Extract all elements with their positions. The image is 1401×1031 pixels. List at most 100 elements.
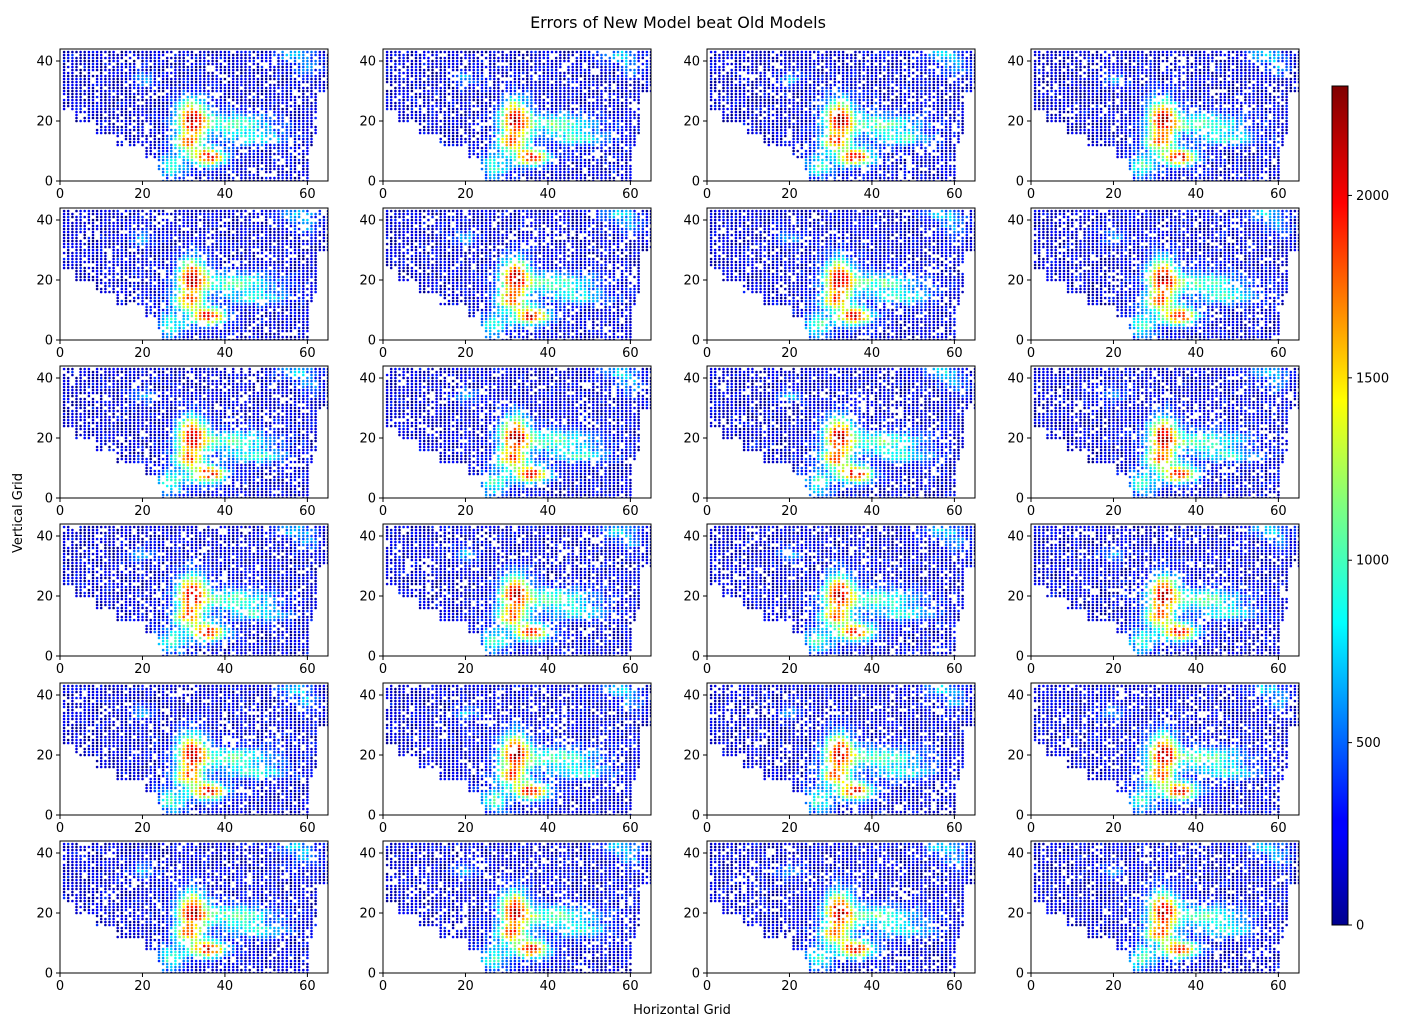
scatter-point <box>829 170 832 174</box>
scatter-point <box>306 89 309 93</box>
scatter-point <box>322 71 326 75</box>
scatter-point <box>236 53 239 57</box>
scatter-point <box>227 113 231 117</box>
scatter-point <box>612 89 616 93</box>
scatter-point <box>161 86 165 90</box>
scatter-point <box>579 56 583 60</box>
scatter-point <box>779 134 783 138</box>
scatter-point <box>592 62 595 66</box>
scatter-point <box>293 86 297 90</box>
scatter-point <box>104 101 107 105</box>
scatter-point <box>825 62 828 66</box>
scatter-point <box>244 128 247 132</box>
scatter-point <box>211 59 214 63</box>
scatter-point <box>427 89 430 93</box>
scatter-point <box>219 104 223 108</box>
scatter-point <box>505 173 508 177</box>
scatter-point <box>709 50 713 54</box>
scatter-point <box>170 122 173 126</box>
scatter-point <box>468 92 471 96</box>
scatter-point <box>472 89 475 93</box>
scatter-point <box>480 89 484 93</box>
scatter-point <box>306 146 309 150</box>
scatter-point <box>629 89 632 93</box>
scatter-point <box>302 80 305 84</box>
scatter-point <box>116 59 119 63</box>
scatter-point <box>108 92 111 96</box>
scatter-point <box>792 89 795 93</box>
scatter-point <box>460 74 463 78</box>
scatter-point <box>297 176 301 180</box>
scatter-point <box>612 53 616 57</box>
scatter-point <box>742 86 746 90</box>
scatter-point <box>269 155 272 159</box>
scatter-point <box>435 65 438 69</box>
scatter-point <box>608 56 612 60</box>
scatter-point <box>132 110 136 114</box>
scatter-point <box>104 131 107 135</box>
scatter-point <box>517 113 521 117</box>
scatter-point <box>742 122 746 126</box>
scatter-point <box>128 113 132 117</box>
scatter-point <box>422 95 426 99</box>
scatter-point <box>468 146 471 150</box>
scatter-point <box>306 116 309 120</box>
scatter-point <box>190 101 194 105</box>
scatter-point <box>476 101 480 105</box>
scatter-point <box>431 116 434 120</box>
scatter-point <box>170 95 173 99</box>
scatter-point <box>91 74 95 78</box>
scatter-point <box>505 53 508 57</box>
scatter-point <box>252 143 256 147</box>
scatter-point <box>755 83 758 87</box>
scatter-point <box>443 116 447 120</box>
scatter-point <box>422 80 426 84</box>
scatter-point <box>497 119 500 123</box>
scatter-point <box>124 71 128 75</box>
scatter-point <box>439 65 442 69</box>
scatter-point <box>79 95 82 99</box>
scatter-point <box>542 107 546 111</box>
scatter-point <box>145 98 148 102</box>
scatter-point <box>513 116 517 120</box>
scatter-point <box>517 86 521 90</box>
scatter-point <box>394 59 397 63</box>
scatter-point <box>95 113 99 117</box>
scatter-point <box>385 80 389 84</box>
scatter-point <box>480 95 484 99</box>
scatter-point <box>194 86 198 90</box>
scatter-point <box>120 125 124 129</box>
scatter-point <box>256 62 260 66</box>
scatter-point <box>817 158 820 162</box>
scatter-point <box>587 104 591 108</box>
scatter-point <box>804 83 808 87</box>
scatter-point <box>825 83 828 87</box>
scatter-point <box>219 80 223 84</box>
scatter-point <box>734 68 738 72</box>
scatter-point <box>137 125 140 129</box>
scatter-point <box>788 140 791 144</box>
scatter-point <box>563 176 566 180</box>
scatter-point <box>79 68 82 72</box>
scatter-point <box>219 143 223 147</box>
scatter-point <box>476 80 480 84</box>
scatter-point <box>579 50 583 54</box>
scatter-point <box>592 53 595 57</box>
scatter-point <box>62 74 66 78</box>
scatter-point <box>488 50 492 54</box>
scatter-point <box>306 125 309 129</box>
scatter-point <box>559 95 562 99</box>
scatter-point <box>505 65 508 69</box>
scatter-point <box>825 74 828 78</box>
scatter-point <box>804 116 808 120</box>
scatter-point <box>116 128 119 132</box>
scatter-point <box>800 89 804 93</box>
scatter-point <box>625 101 628 105</box>
scatter-point <box>579 110 583 114</box>
scatter-point <box>493 83 496 87</box>
scatter-point <box>302 173 305 177</box>
scatter-point <box>149 68 152 72</box>
scatter-point <box>517 140 521 144</box>
scatter-point <box>427 92 430 96</box>
scatter-point <box>314 101 317 105</box>
